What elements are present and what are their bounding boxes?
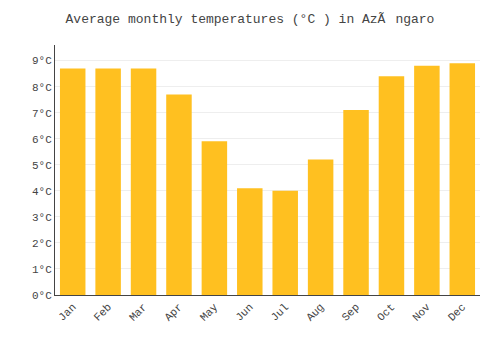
svg-text:Mar: Mar xyxy=(127,301,149,323)
svg-text:Dec: Dec xyxy=(446,301,468,323)
svg-text:4°C: 4°C xyxy=(32,186,52,198)
svg-text:Sep: Sep xyxy=(340,301,362,323)
svg-text:8°C: 8°C xyxy=(32,82,52,94)
svg-text:1°C: 1°C xyxy=(32,264,52,276)
svg-text:Aug: Aug xyxy=(304,301,326,323)
svg-text:May: May xyxy=(198,301,221,324)
svg-text:5°C: 5°C xyxy=(32,160,52,172)
svg-text:0°C: 0°C xyxy=(32,290,52,302)
svg-text:6°C: 6°C xyxy=(32,134,52,146)
svg-text:2°C: 2°C xyxy=(32,238,52,250)
svg-text:Nov: Nov xyxy=(410,301,433,324)
svg-text:Oct: Oct xyxy=(375,301,397,323)
svg-text:7°C: 7°C xyxy=(32,108,52,120)
svg-text:Apr: Apr xyxy=(162,301,184,323)
svg-text:Jun: Jun xyxy=(233,301,255,323)
svg-text:Jul: Jul xyxy=(269,301,291,323)
svg-text:9°C: 9°C xyxy=(32,55,52,67)
svg-text:3°C: 3°C xyxy=(32,212,52,224)
svg-text:Feb: Feb xyxy=(92,301,114,323)
svg-text:Jan: Jan xyxy=(56,301,78,323)
svg-text:Average monthly temperatures (: Average monthly temperatures (°C ) in Az… xyxy=(66,12,435,27)
